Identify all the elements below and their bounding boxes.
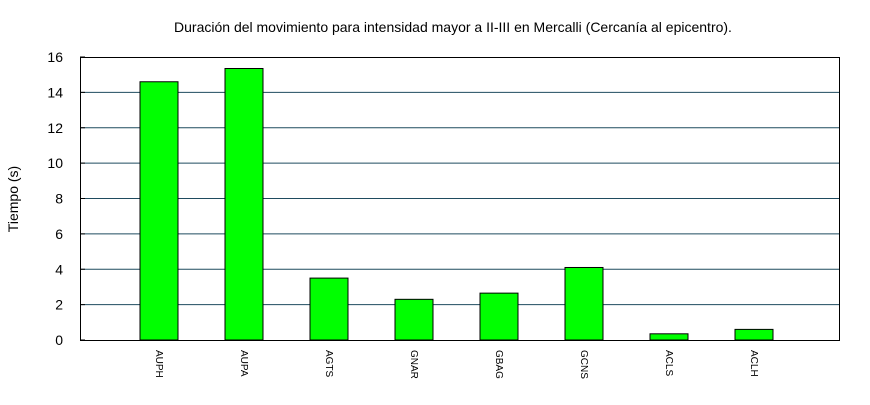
x-tick-label: GCNS [578,350,589,379]
y-tick-label: 0 [55,332,63,348]
bar-acls [649,333,689,341]
x-tick-labels: AUPH AUPA AGTS GNAR GBAG GCNS ACLS ACLH [153,350,759,379]
bars [139,67,774,341]
y-tick-label: 10 [47,155,63,171]
y-tick-label: 2 [55,297,63,313]
plot-frame [80,56,840,341]
bar-agts [309,277,349,341]
bar-aupa [224,67,264,341]
x-tick-label: AUPH [153,350,164,378]
plot-border [80,57,840,341]
bar-gbag [479,292,519,341]
y-tick-label: 16 [47,49,63,65]
y-axis-label: Tiempo (s) [5,166,21,232]
bar-aclh [734,328,774,341]
y-tick-label: 14 [47,84,63,100]
bar-gnar [394,298,434,341]
x-tick-label: AUPA [238,350,249,377]
chart-title: Duración del movimiento para intensidad … [174,19,732,35]
y-tick-label: 12 [47,120,63,136]
y-tick-label: 8 [55,191,63,207]
gridlines [80,91,839,306]
x-tick-label: ACLH [748,350,759,377]
bar-auph [139,81,179,341]
x-tick-label: GBAG [493,350,504,379]
x-tick-label: AGTS [323,350,334,378]
y-tick-label: 6 [55,226,63,242]
x-tick-label: ACLS [663,350,674,376]
y-tick-label: 4 [55,261,63,277]
y-tick-labels: 0 2 4 6 8 10 12 14 16 [47,49,63,348]
bar-gcns [564,266,604,341]
x-tick-label: GNAR [408,350,419,379]
